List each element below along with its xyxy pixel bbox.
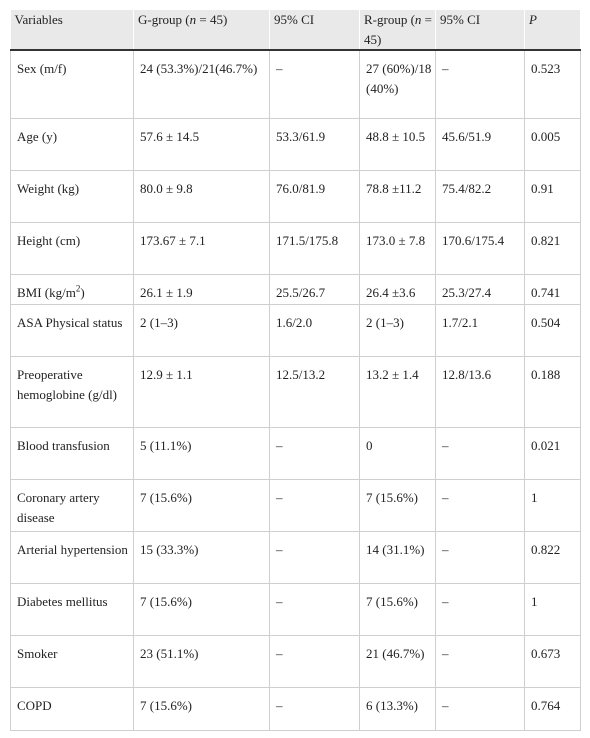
- cell-r-group: 78.8 ±11.2: [359, 170, 436, 223]
- cell-ci-g: –: [269, 583, 360, 636]
- cell-r-group: 13.2 ± 1.4: [359, 356, 436, 428]
- header-ci-g: 95% CI: [269, 10, 360, 51]
- cell-ci-r: 1.7/2.1: [435, 304, 525, 357]
- cell-p-value: 0.021: [524, 427, 581, 480]
- cell-g-group: 57.6 ± 14.5: [133, 118, 270, 171]
- cell-g-group: 2 (1–3): [133, 304, 270, 357]
- cell-ci-r: 12.8/13.6: [435, 356, 525, 428]
- header-r-group: R-group (n = 45): [359, 10, 436, 51]
- cell-ci-r: –: [435, 479, 525, 532]
- table-row: Weight (kg) 80.0 ± 9.8 76.0/81.9 78.8 ±1…: [10, 170, 581, 223]
- cell-ci-r: –: [435, 427, 525, 480]
- cell-ci-r: 45.6/51.9: [435, 118, 525, 171]
- patient-characteristics-table: Variables G-group (n = 45) 95% CI R-grou…: [10, 10, 581, 731]
- cell-r-group: 7 (15.6%): [359, 479, 436, 532]
- cell-variable: Preoperative hemoglobine (g/dl): [10, 356, 134, 428]
- table-row: Smoker 23 (51.1%) – 21 (46.7%) – 0.673: [10, 635, 581, 688]
- cell-g-group: 12.9 ± 1.1: [133, 356, 270, 428]
- cell-ci-r: –: [435, 687, 525, 731]
- cell-variable: Height (cm): [10, 222, 134, 275]
- cell-r-group: 0: [359, 427, 436, 480]
- cell-r-group: 27 (60%)/18 (40%): [359, 50, 436, 119]
- cell-ci-g: –: [269, 635, 360, 688]
- table-row: Height (cm) 173.67 ± 7.1 171.5/175.8 173…: [10, 222, 581, 275]
- cell-ci-r: –: [435, 50, 525, 119]
- cell-p-value: 0.741: [524, 274, 581, 305]
- table-row: Sex (m/f) 24 (53.3%)/21(46.7%) – 27 (60%…: [10, 50, 581, 119]
- cell-variable: ASA Physical status: [10, 304, 134, 357]
- cell-r-group: 14 (31.1%): [359, 531, 436, 584]
- cell-r-group: 7 (15.6%): [359, 583, 436, 636]
- table-row: BMI (kg/m2) 26.1 ± 1.9 25.5/26.7 26.4 ±3…: [10, 274, 581, 305]
- cell-ci-r: 170.6/175.4: [435, 222, 525, 275]
- cell-ci-g: –: [269, 427, 360, 480]
- cell-ci-g: 53.3/61.9: [269, 118, 360, 171]
- cell-ci-g: 25.5/26.7: [269, 274, 360, 305]
- cell-g-group: 7 (15.6%): [133, 479, 270, 532]
- cell-g-group: 7 (15.6%): [133, 583, 270, 636]
- cell-p-value: 0.005: [524, 118, 581, 171]
- cell-r-group: 21 (46.7%): [359, 635, 436, 688]
- cell-r-group: 173.0 ± 7.8: [359, 222, 436, 275]
- cell-ci-g: 171.5/175.8: [269, 222, 360, 275]
- cell-variable: Blood transfusion: [10, 427, 134, 480]
- cell-ci-r: 25.3/27.4: [435, 274, 525, 305]
- cell-g-group: 80.0 ± 9.8: [133, 170, 270, 223]
- cell-ci-r: –: [435, 635, 525, 688]
- header-p-value: P: [524, 10, 581, 51]
- header-ci-r: 95% CI: [435, 10, 525, 51]
- cell-p-value: 0.821: [524, 222, 581, 275]
- cell-variable: BMI (kg/m2): [10, 274, 134, 305]
- cell-g-group: 23 (51.1%): [133, 635, 270, 688]
- cell-variable: Smoker: [10, 635, 134, 688]
- header-variables: Variables: [10, 10, 134, 51]
- cell-p-value: 0.764: [524, 687, 581, 731]
- table-row: Age (y) 57.6 ± 14.5 53.3/61.9 48.8 ± 10.…: [10, 118, 581, 171]
- table-row: Diabetes mellitus 7 (15.6%) – 7 (15.6%) …: [10, 583, 581, 636]
- cell-variable: Weight (kg): [10, 170, 134, 223]
- cell-r-group: 2 (1–3): [359, 304, 436, 357]
- cell-ci-g: 12.5/13.2: [269, 356, 360, 428]
- cell-ci-r: 75.4/82.2: [435, 170, 525, 223]
- cell-p-value: 0.523: [524, 50, 581, 119]
- cell-g-group: 26.1 ± 1.9: [133, 274, 270, 305]
- cell-r-group: 26.4 ±3.6: [359, 274, 436, 305]
- header-g-group: G-group (n = 45): [133, 10, 270, 51]
- cell-p-value: 0.91: [524, 170, 581, 223]
- cell-ci-g: –: [269, 479, 360, 532]
- table-row: ASA Physical status 2 (1–3) 1.6/2.0 2 (1…: [10, 304, 581, 357]
- cell-p-value: 0.822: [524, 531, 581, 584]
- cell-g-group: 5 (11.1%): [133, 427, 270, 480]
- cell-ci-g: –: [269, 687, 360, 731]
- cell-ci-g: 1.6/2.0: [269, 304, 360, 357]
- cell-variable: Diabetes mellitus: [10, 583, 134, 636]
- cell-r-group: 6 (13.3%): [359, 687, 436, 731]
- table-row: COPD 7 (15.6%) – 6 (13.3%) – 0.764: [10, 687, 581, 731]
- cell-ci-g: 76.0/81.9: [269, 170, 360, 223]
- cell-ci-r: –: [435, 583, 525, 636]
- cell-variable: Age (y): [10, 118, 134, 171]
- cell-variable: Coronary artery disease: [10, 479, 134, 532]
- cell-p-value: 0.504: [524, 304, 581, 357]
- cell-ci-g: –: [269, 531, 360, 584]
- cell-r-group: 48.8 ± 10.5: [359, 118, 436, 171]
- cell-p-value: 1: [524, 583, 581, 636]
- table-row: Arterial hypertension 15 (33.3%) – 14 (3…: [10, 531, 581, 584]
- cell-p-value: 0.188: [524, 356, 581, 428]
- table-row: Preoperative hemoglobine (g/dl) 12.9 ± 1…: [10, 356, 581, 428]
- cell-variable: COPD: [10, 687, 134, 731]
- cell-g-group: 173.67 ± 7.1: [133, 222, 270, 275]
- table-row: Blood transfusion 5 (11.1%) – 0 – 0.021: [10, 427, 581, 480]
- cell-ci-g: –: [269, 50, 360, 119]
- cell-variable: Arterial hypertension: [10, 531, 134, 584]
- cell-g-group: 7 (15.6%): [133, 687, 270, 731]
- cell-p-value: 0.673: [524, 635, 581, 688]
- table-row: Coronary artery disease 7 (15.6%) – 7 (1…: [10, 479, 581, 532]
- header-row: Variables G-group (n = 45) 95% CI R-grou…: [10, 10, 581, 51]
- cell-g-group: 15 (33.3%): [133, 531, 270, 584]
- cell-g-group: 24 (53.3%)/21(46.7%): [133, 50, 270, 119]
- cell-p-value: 1: [524, 479, 581, 532]
- cell-ci-r: –: [435, 531, 525, 584]
- cell-variable: Sex (m/f): [10, 50, 134, 119]
